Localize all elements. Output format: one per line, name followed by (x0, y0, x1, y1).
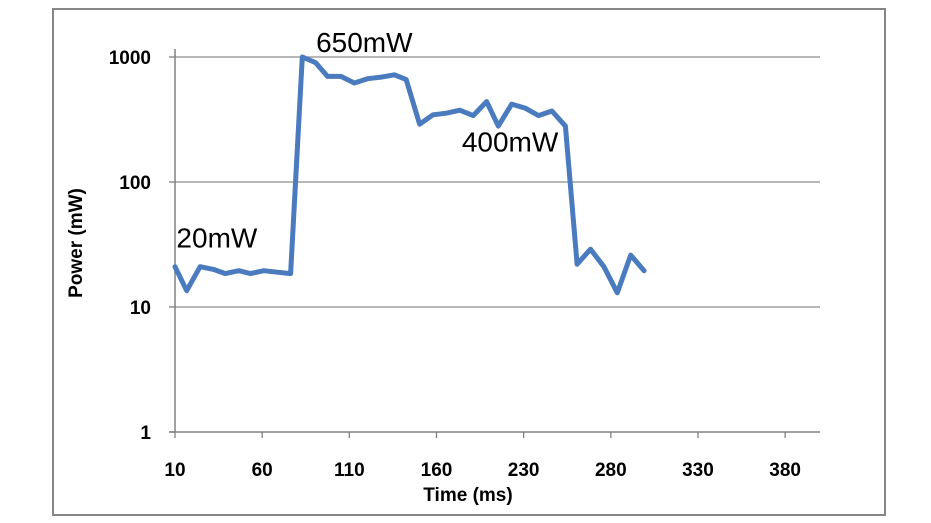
annotations: 20mW 650mW 400mW (176, 27, 558, 254)
x-ticks: 10 60 110 160 230 280 330 380 (164, 432, 801, 481)
x-tick-label: 380 (769, 460, 801, 481)
y-tick-label: 100 (119, 173, 151, 194)
x-tick-label: 110 (334, 460, 365, 481)
y-tick-label: 10 (130, 298, 151, 319)
series-lines (172, 54, 647, 296)
x-tick-label: 160 (421, 460, 453, 481)
x-axis-title: Time (ms) (423, 485, 512, 506)
annotation-label: 400mW (462, 127, 559, 158)
x-tick-label: 10 (164, 460, 185, 481)
y-tick-label: 1000 (109, 48, 151, 69)
y-axis-title: Power (mW) (66, 188, 87, 298)
y-tick-label: 1 (140, 423, 151, 444)
x-tick-label: 330 (682, 460, 714, 481)
grid (175, 56, 820, 308)
x-tick-label: 230 (508, 460, 540, 481)
annotation-label: 20mW (176, 222, 257, 253)
y-ticks: 1 10 100 1000 (109, 48, 175, 444)
series-line (172, 54, 647, 296)
x-tick-label: 60 (252, 460, 273, 481)
x-tick-label: 280 (595, 460, 627, 481)
annotation-label: 650mW (316, 27, 413, 58)
